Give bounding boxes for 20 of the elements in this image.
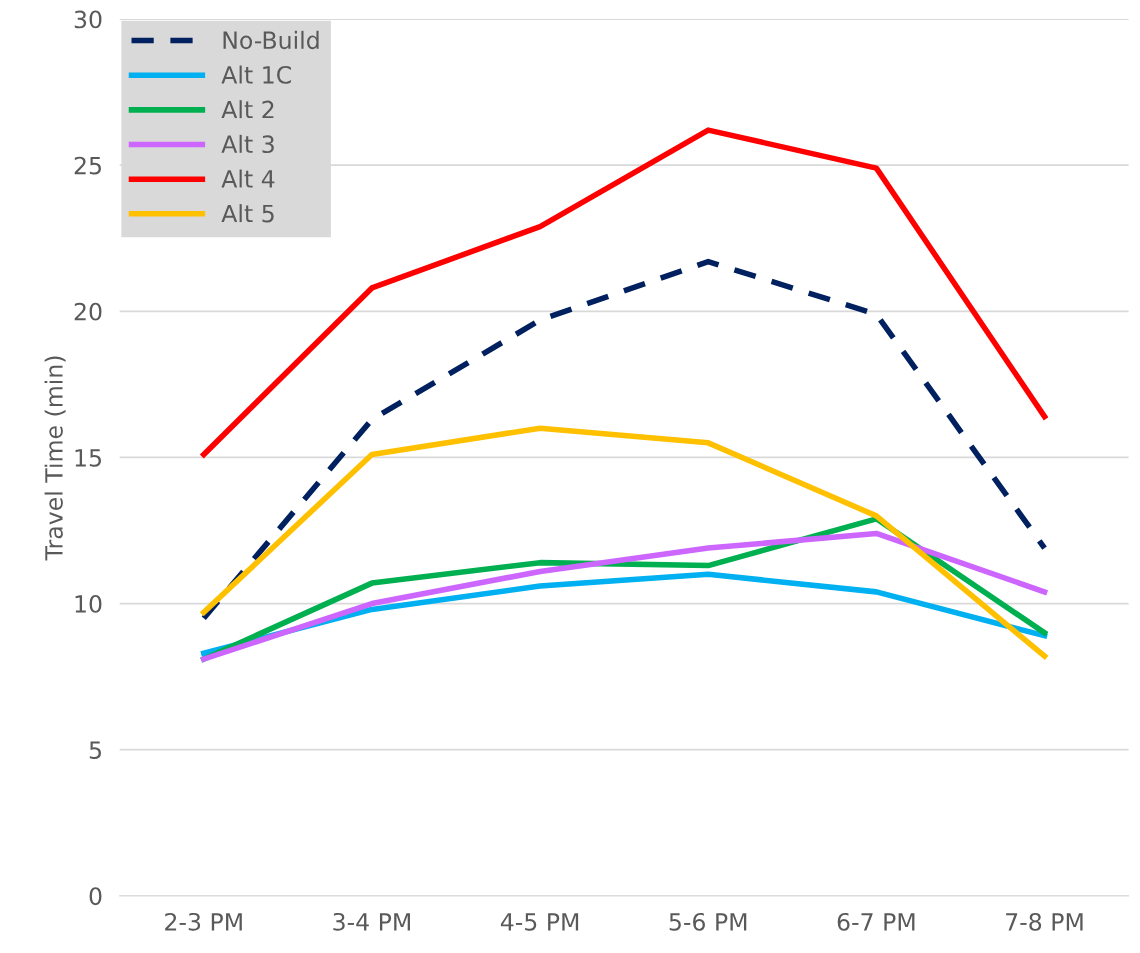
y-tick-label: 25 <box>74 156 101 175</box>
x-tick-label: 7-8 PM <box>1006 912 1083 931</box>
y-tick-label: 10 <box>75 595 102 613</box>
x-tick-label: 5-6 PM <box>669 912 747 931</box>
y-axis-title: Travel Time (min) <box>44 356 66 561</box>
x-tick-label: 4-5 PM <box>500 913 579 931</box>
x-tick-label: 2-3 PM <box>165 912 242 931</box>
legend-label: Alt 5 <box>221 204 274 223</box>
legend-label: Alt 3 <box>221 134 274 154</box>
legend-label: No-Build <box>223 30 319 50</box>
y-tick-label: 0 <box>89 887 102 906</box>
x-tick-label: 3-4 PM <box>333 912 410 931</box>
y-tick-label: 20 <box>74 302 102 321</box>
y-tick-label: 15 <box>75 449 101 467</box>
y-tick-label: 30 <box>74 10 102 29</box>
legend-label: Alt 1C <box>221 65 291 84</box>
y-tick-label: 5 <box>89 741 101 759</box>
legend-label: Alt 2 <box>221 100 274 119</box>
x-tick-label: 6-7 PM <box>837 912 915 931</box>
legend-label: Alt 4 <box>221 169 275 188</box>
